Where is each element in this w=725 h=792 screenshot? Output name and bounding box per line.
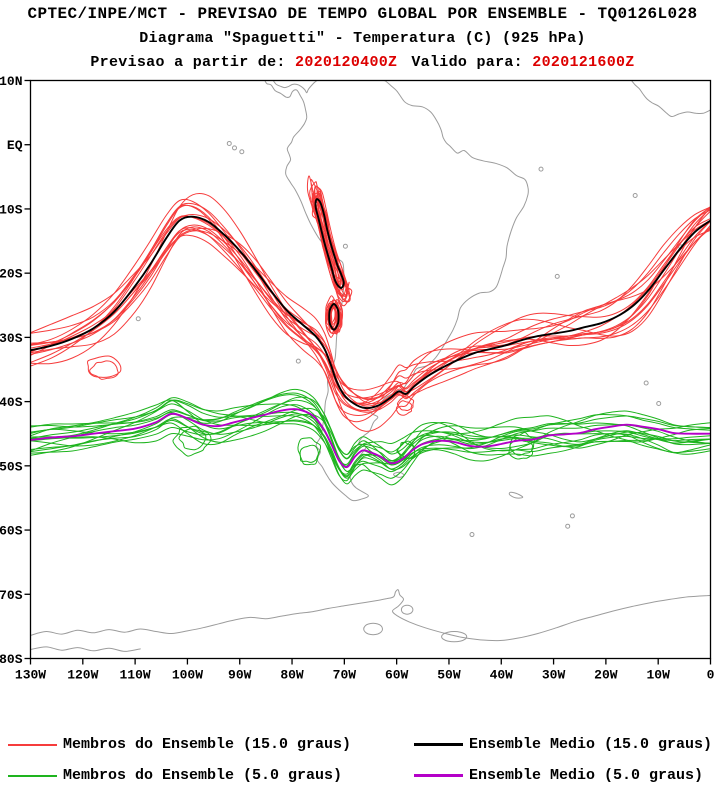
y-tick-label: 70S [0, 588, 23, 603]
island-outline [632, 192, 638, 198]
x-tick-label: 20W [594, 668, 618, 683]
ensemble-mean-15c [30, 198, 711, 410]
x-tick-label: 30W [542, 668, 566, 683]
forecast-valid-label: Valido para: [411, 54, 523, 71]
x-tick-label: 60W [385, 668, 409, 683]
island-outline [295, 358, 301, 364]
title-line-1: CPTEC/INPE/MCT - PREVISAO DE TEMPO GLOBA… [27, 5, 698, 23]
x-tick-label: 10W [646, 668, 670, 683]
legend-label-mean-15: Ensemble Medio (15.0 graus) [469, 736, 713, 753]
y-tick-label: 10N [0, 74, 23, 89]
island-outline [226, 140, 232, 146]
ensemble-mean-5c [30, 408, 711, 469]
map-layers [30, 80, 711, 652]
y-tick-label: 40S [0, 395, 23, 410]
island-outline [469, 532, 475, 538]
y-tick-label: 10S [0, 202, 23, 217]
forecast-valid-value: 2020121600Z [532, 54, 635, 71]
x-tick-label: 110W [120, 668, 151, 683]
legend-label-members-15: Membros do Ensemble (15.0 graus) [63, 736, 352, 753]
title-line-3: Previsao a partir de: 2020120400Z Valido … [0, 47, 725, 71]
legend-label-members-5: Membros do Ensemble (5.0 graus) [63, 767, 343, 784]
y-tick-label: 60S [0, 524, 23, 539]
y-tick-label: EQ [7, 138, 23, 153]
island-outline [538, 166, 544, 172]
island-outline [554, 273, 560, 279]
island-outline [239, 149, 245, 155]
chart-titles: CPTEC/INPE/MCT - PREVISAO DE TEMPO GLOBA… [0, 0, 725, 71]
x-tick-label: 70W [333, 668, 357, 683]
island-outline [135, 316, 141, 322]
title-line-2: Diagrama "Spaguetti" - Temperatura (C) (… [139, 30, 586, 47]
x-tick-label: 40W [490, 668, 514, 683]
island-outline [656, 401, 662, 407]
y-tick-label: 50S [0, 459, 23, 474]
island-outline [232, 145, 237, 151]
legend: Membros do Ensemble (15.0 graus) Ensembl… [8, 736, 718, 784]
legend-item-members-5: Membros do Ensemble (5.0 graus) [8, 767, 414, 784]
legend-label-mean-5: Ensemble Medio (5.0 graus) [469, 767, 704, 784]
x-tick-label: 50W [437, 668, 461, 683]
legend-swatch-mean-5-line [414, 774, 463, 777]
island-outline [569, 513, 575, 519]
island-outline [565, 523, 571, 529]
legend-swatch-mean-15-line [414, 743, 463, 746]
island-outline [643, 380, 649, 386]
forecast-init-label: Previsao a partir de: [90, 54, 286, 71]
coastlines-group [30, 80, 711, 652]
x-tick-label: 80W [280, 668, 304, 683]
y-tick-label: 20S [0, 267, 23, 282]
x-tick-label: 90W [228, 668, 252, 683]
ensemble-members-5c [30, 388, 711, 486]
x-tick-label: 100W [172, 668, 203, 683]
legend-item-mean-15: Ensemble Medio (15.0 graus) [414, 736, 718, 753]
forecast-init-value: 2020120400Z [295, 54, 398, 71]
x-tick-label: 0 [707, 668, 715, 683]
y-tick-label: 30S [0, 331, 23, 346]
legend-item-mean-5: Ensemble Medio (5.0 graus) [414, 767, 718, 784]
island-outline [342, 243, 348, 249]
ensemble-members-15c [30, 175, 711, 432]
x-tick-label: 130W [15, 668, 46, 683]
legend-swatch-members-15-line [8, 743, 57, 746]
legend-item-members-15: Membros do Ensemble (15.0 graus) [8, 736, 414, 753]
x-tick-label: 120W [67, 668, 98, 683]
y-tick-label: 80S [0, 652, 23, 667]
legend-swatch-members-5-line [8, 774, 57, 777]
